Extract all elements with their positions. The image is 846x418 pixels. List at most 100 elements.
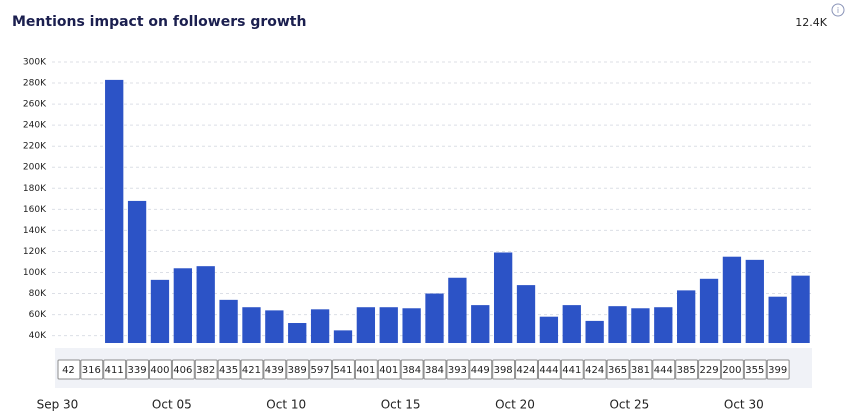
mention-box (766, 359, 790, 380)
bar (745, 259, 764, 343)
mention-count: 229 (699, 365, 718, 376)
mention-count: 444 (539, 365, 558, 376)
mention-count: 541 (333, 365, 352, 376)
mention-box (629, 359, 653, 380)
mention-count: 316 (82, 365, 101, 376)
y-tick-label: 120K (23, 247, 47, 257)
mention-count: 382 (196, 365, 215, 376)
mention-box (515, 359, 538, 380)
y-tick-label: 140K (23, 226, 47, 236)
mention-count: 401 (356, 365, 375, 376)
bar (356, 307, 376, 343)
mention-box (309, 359, 333, 380)
mention-count: 42 (62, 365, 75, 376)
total: 12.4K (795, 16, 827, 29)
mention-box (377, 359, 401, 380)
mention-count: 597 (311, 365, 330, 376)
mention-count: 424 (516, 365, 535, 376)
bar (585, 320, 604, 343)
mention-count: 381 (631, 365, 650, 376)
bar (562, 305, 581, 343)
y-tick-label: 300K (23, 58, 47, 68)
mention-count: 384 (425, 365, 444, 376)
mention-count: 424 (585, 365, 604, 376)
mention-count: 401 (379, 365, 398, 376)
mention-count: 200 (722, 365, 741, 376)
mention-count: 439 (265, 365, 284, 376)
bar (219, 299, 238, 343)
y-tick-label: 180K (23, 184, 47, 194)
bar (654, 307, 673, 343)
bar (173, 268, 192, 343)
mention-box (103, 359, 127, 380)
bar (722, 256, 742, 343)
mention-box (446, 359, 470, 380)
x-tick-label: Oct 25 (609, 398, 649, 412)
mention-box (423, 359, 447, 380)
x-tick-label: Oct 20 (495, 398, 535, 412)
bar (127, 200, 147, 343)
y-tick-label: 260K (23, 100, 47, 110)
info-icon[interactable]: i (831, 3, 845, 17)
mention-count: 355 (745, 365, 764, 376)
mention-box (149, 359, 172, 380)
y-tick-label: 200K (23, 163, 47, 173)
bar (677, 290, 696, 343)
mention-count: 406 (173, 365, 192, 376)
y-tick-label: 220K (23, 142, 47, 152)
mention-box (286, 359, 310, 380)
x-tick-label: Oct 05 (152, 398, 192, 412)
mention-count: 444 (654, 365, 673, 376)
chart-title: Mentions impact on followers growth (12, 14, 306, 30)
mention-count: 411 (105, 365, 124, 376)
mention-box (171, 359, 195, 380)
mention-count: 449 (471, 365, 490, 376)
mention-box (560, 359, 584, 380)
bar (310, 309, 330, 343)
mention-box (698, 359, 721, 380)
bar (288, 323, 307, 343)
bar (196, 266, 215, 343)
mention-box (80, 359, 104, 380)
bar (539, 316, 559, 343)
mention-box (652, 359, 676, 380)
mention-box (537, 359, 561, 380)
bar (631, 308, 650, 343)
bar (608, 306, 627, 343)
mention-box (720, 359, 744, 380)
mention-box (606, 359, 630, 380)
mention-count: 399 (768, 365, 787, 376)
mention-count: 389 (288, 365, 307, 376)
mention-count: 435 (219, 365, 238, 376)
x-tick-label: Oct 10 (266, 398, 306, 412)
bar (265, 310, 284, 343)
bar (471, 305, 490, 343)
mention-count: 365 (608, 365, 627, 376)
mention-box (400, 359, 424, 380)
bar (791, 275, 810, 343)
bar (402, 308, 421, 343)
bar (150, 279, 170, 343)
svg-text:i: i (837, 6, 839, 15)
mention-box (126, 359, 150, 380)
mention-count: 339 (128, 365, 147, 376)
mention-box (675, 359, 699, 380)
bar (242, 307, 261, 343)
bar (448, 277, 467, 343)
mention-box (240, 359, 264, 380)
mention-count: 441 (562, 365, 581, 376)
bar (333, 330, 353, 343)
mention-count: 393 (448, 365, 467, 376)
y-tick-label: 100K (23, 268, 47, 278)
mention-count: 398 (494, 365, 513, 376)
mention-box (194, 359, 218, 380)
x-tick-label: Sep 30 (37, 398, 79, 412)
mention-box (492, 359, 516, 380)
bar (425, 293, 444, 343)
x-tick-label: Oct 30 (724, 398, 764, 412)
mention-box (217, 359, 241, 380)
y-tick-label: 160K (23, 205, 47, 215)
mention-box (332, 359, 355, 380)
mention-count: 385 (677, 365, 696, 376)
